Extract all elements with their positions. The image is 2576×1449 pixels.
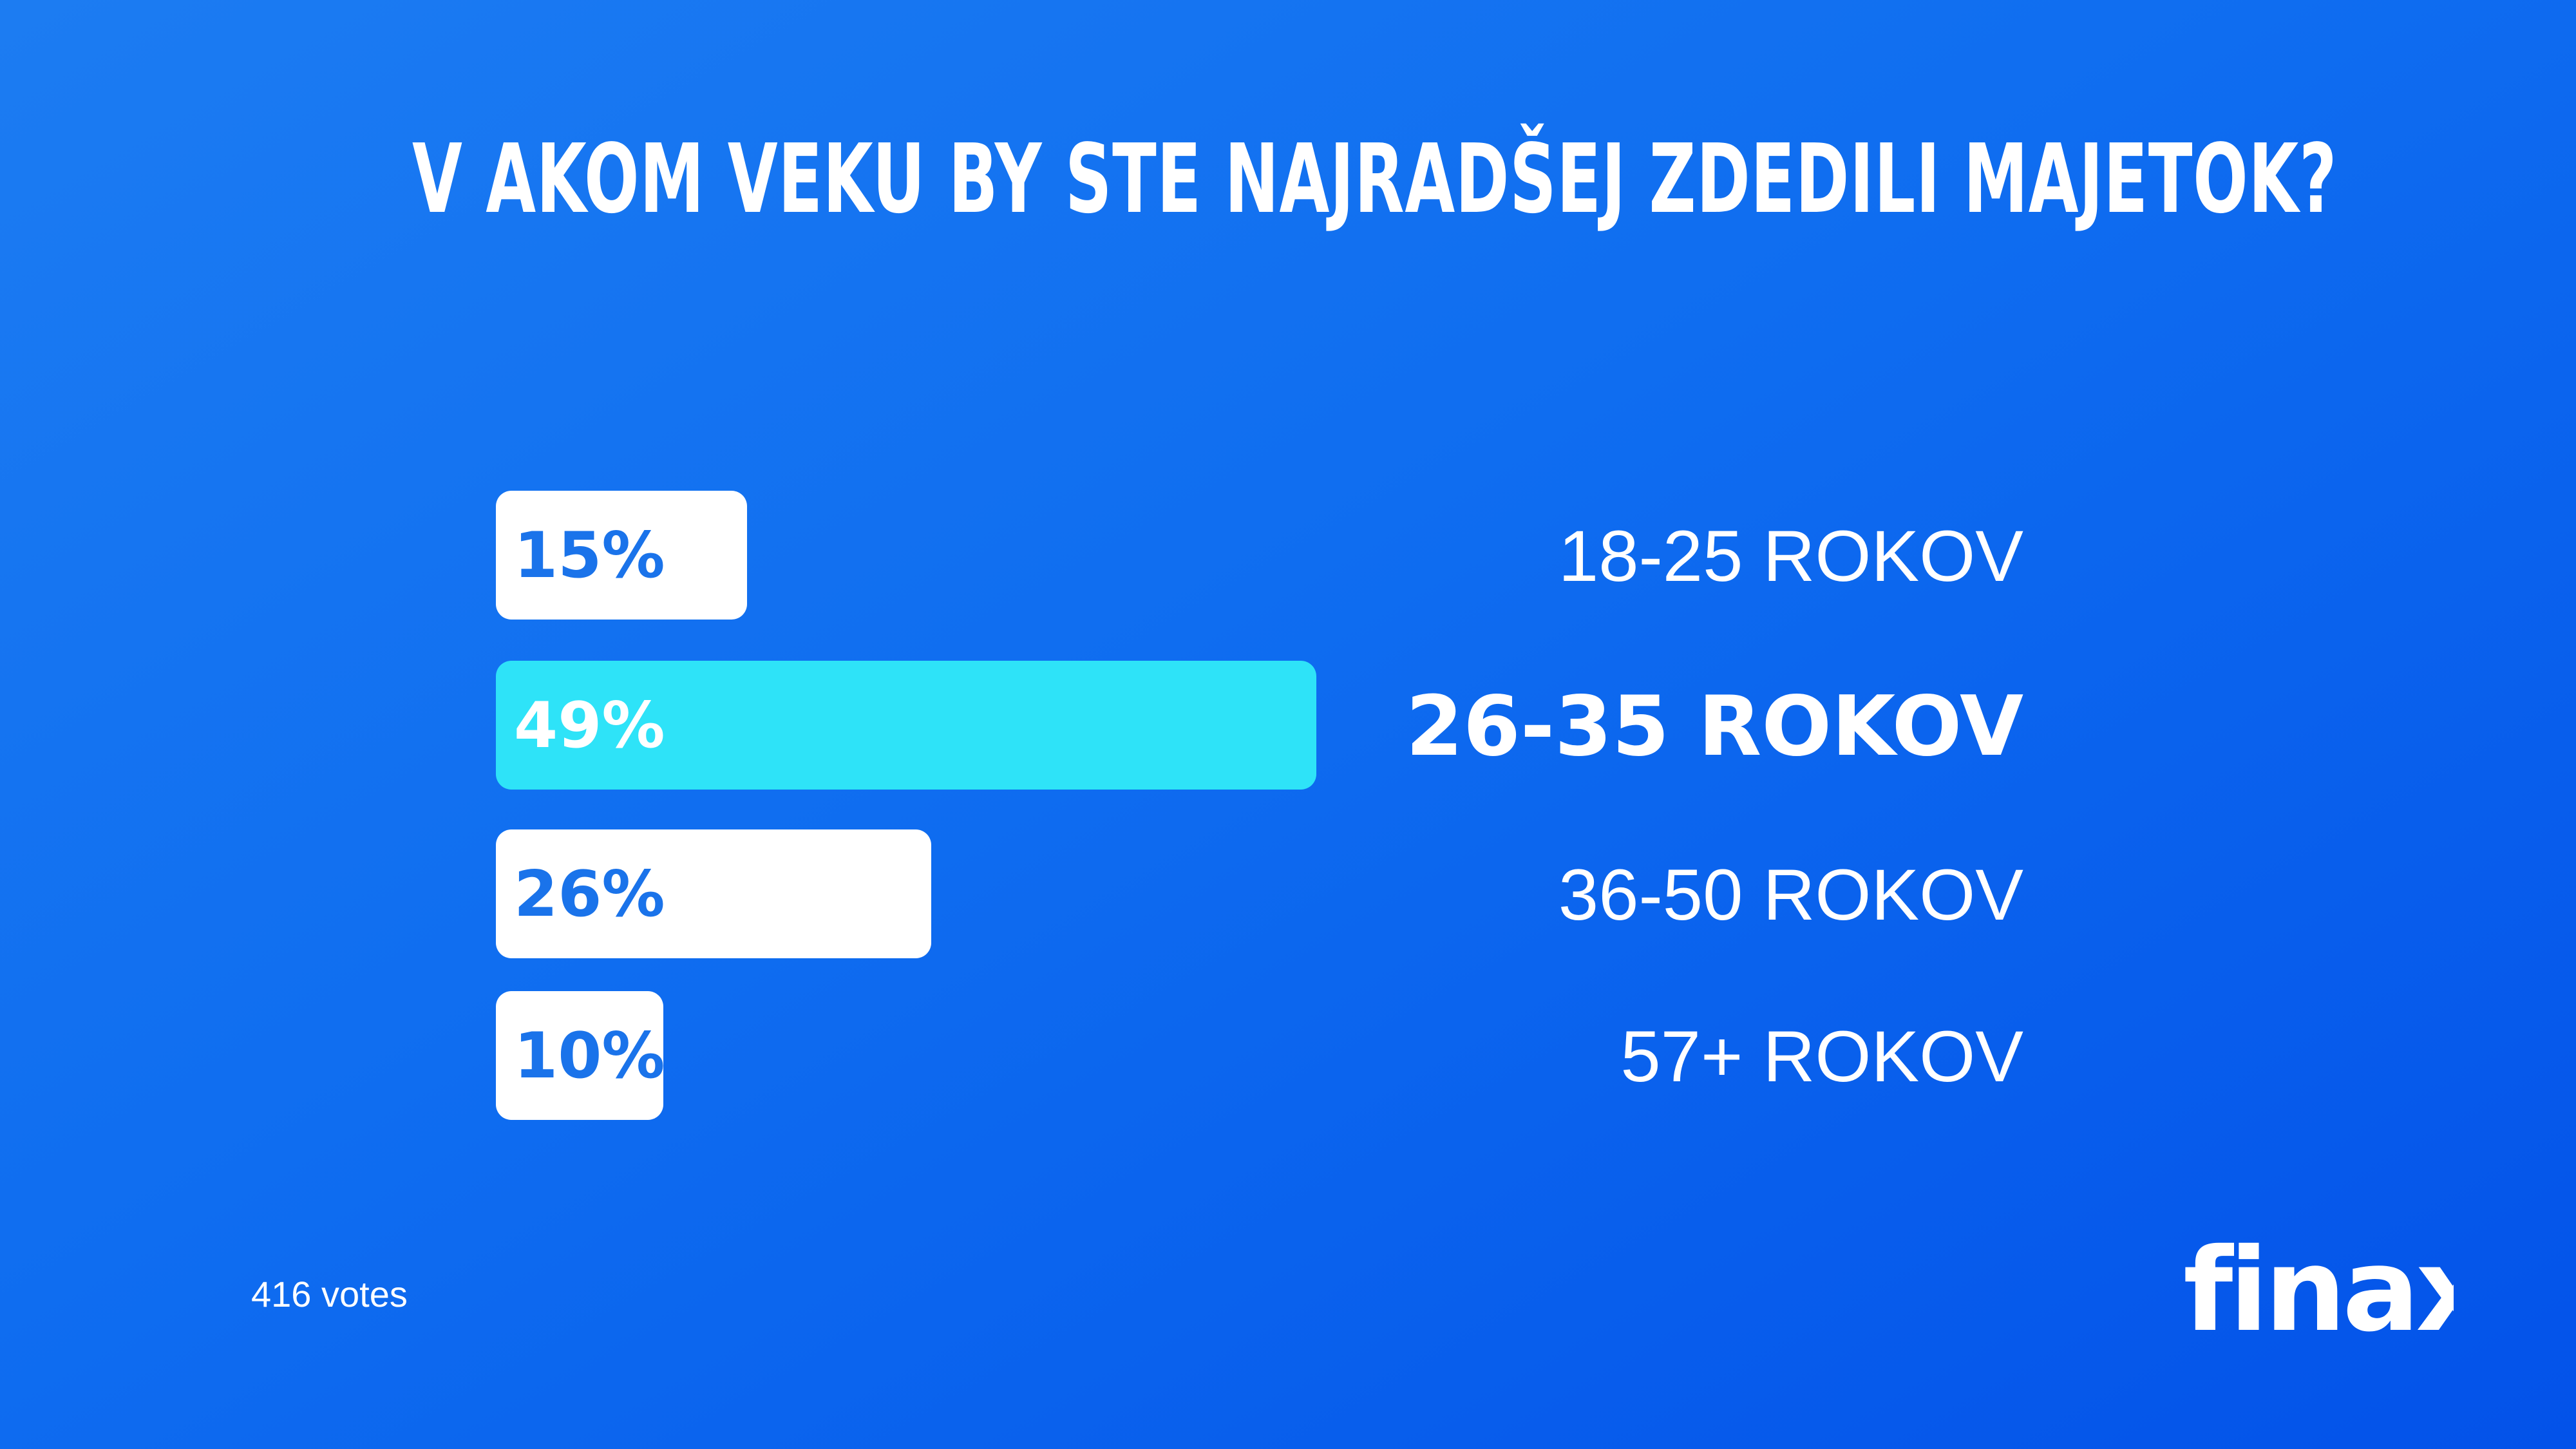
bar-value-label-2: 49% <box>514 689 665 762</box>
chart-title: V AKOM VEKU BY STE NAJRADŠEJ ZDEDILI MAJ… <box>412 124 2338 234</box>
finax-logo: finax <box>2183 1233 2454 1356</box>
bar-2 <box>496 661 1316 790</box>
category-label-3: 36-50 ROKOV <box>1558 855 2023 935</box>
category-label-4: 57+ ROKOV <box>1620 1016 2023 1097</box>
bars-group: 15% 18-25 ROKOV 49% 26-35 ROKOV 26% 36-50 ROK… <box>496 491 2023 1120</box>
bar-value-label-3: 26% <box>514 858 665 931</box>
category-label-1: 18-25 ROKOV <box>1558 516 2023 596</box>
bar-value-label-4: 10% <box>514 1019 665 1093</box>
bar-1 <box>496 491 747 620</box>
bar-3 <box>496 829 931 958</box>
votes-count: 416 votes <box>251 1274 408 1314</box>
category-label-2: 26-35 ROKOV <box>1406 679 2023 775</box>
finax-logo-text: finax <box>2183 1233 2454 1356</box>
bar-value-label-1: 15% <box>514 519 665 592</box>
bar-4 <box>496 991 663 1120</box>
